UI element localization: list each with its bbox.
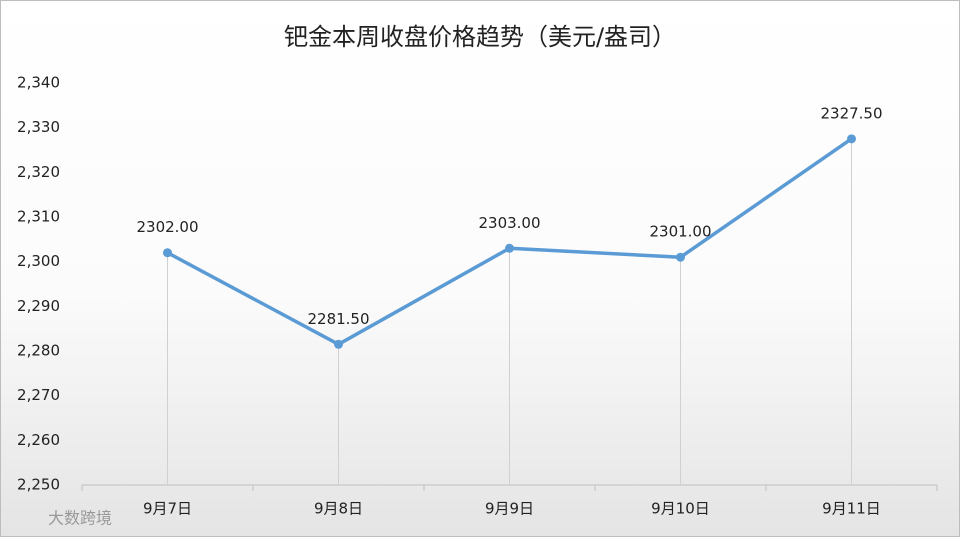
data-label: 2327.50	[820, 104, 882, 122]
y-tick-label: 2,340	[17, 74, 60, 92]
y-tick-label: 2,260	[17, 431, 60, 449]
data-point	[163, 248, 172, 258]
x-tick-label: 9月11日	[822, 500, 881, 518]
chart-title: 钯金本周收盘价格趋势（美元/盎司）	[284, 23, 676, 51]
data-label: 2301.00	[649, 223, 711, 241]
data-point	[334, 339, 343, 349]
data-label: 2281.50	[307, 310, 369, 328]
x-tick-label: 9月7日	[143, 500, 192, 518]
y-tick-label: 2,290	[17, 297, 60, 315]
y-tick-label: 2,300	[17, 252, 60, 270]
data-point	[676, 252, 685, 262]
x-tick-label: 9月8日	[314, 500, 363, 518]
y-tick-label: 2,280	[17, 342, 60, 360]
watermark: 大数跨境	[48, 509, 112, 528]
y-tick-label: 2,320	[17, 163, 60, 181]
data-point	[847, 134, 856, 144]
data-label: 2303.00	[478, 214, 540, 232]
data-point	[505, 243, 514, 253]
y-tick-label: 2,310	[17, 208, 60, 226]
data-label: 2302.00	[136, 218, 198, 236]
y-tick-label: 2,250	[17, 476, 60, 494]
x-tick-label: 9月9日	[485, 500, 534, 518]
x-tick-label: 9月10日	[651, 500, 710, 518]
y-tick-label: 2,270	[17, 386, 60, 404]
y-tick-label: 2,330	[17, 118, 60, 136]
